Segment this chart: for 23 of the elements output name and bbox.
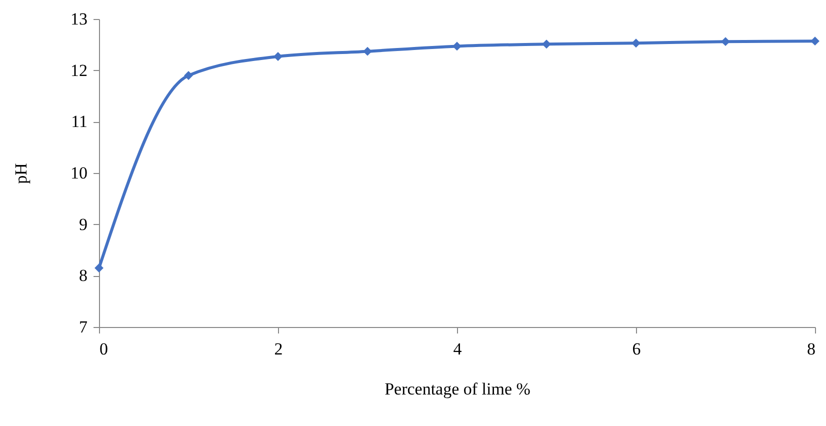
y-tick-label: 13 [70, 10, 88, 28]
x-tick-label: 0 [100, 340, 108, 358]
y-tick-label: 7 [79, 318, 88, 336]
x-tick-label: 6 [632, 340, 641, 358]
y-tick-label: 9 [79, 214, 88, 234]
y-tick-label: 11 [71, 112, 88, 132]
point [94, 263, 104, 272]
y-tick-label: 10 [70, 164, 88, 182]
x-tick-label: 8 [807, 340, 816, 358]
x-tick-label: 2 [274, 340, 283, 358]
point [542, 40, 551, 49]
y-tick-label: 8 [79, 266, 88, 286]
y-tick-label: 12 [70, 60, 88, 80]
point [184, 70, 193, 80]
point [363, 46, 372, 56]
point [632, 38, 640, 48]
point [810, 36, 820, 46]
point [274, 52, 282, 61]
y-axis-title: pH [12, 163, 30, 184]
point [452, 42, 462, 51]
point [721, 37, 730, 46]
x-tick-label: 4 [453, 340, 462, 358]
x-axis-title: Percentage of lime % [384, 380, 530, 398]
